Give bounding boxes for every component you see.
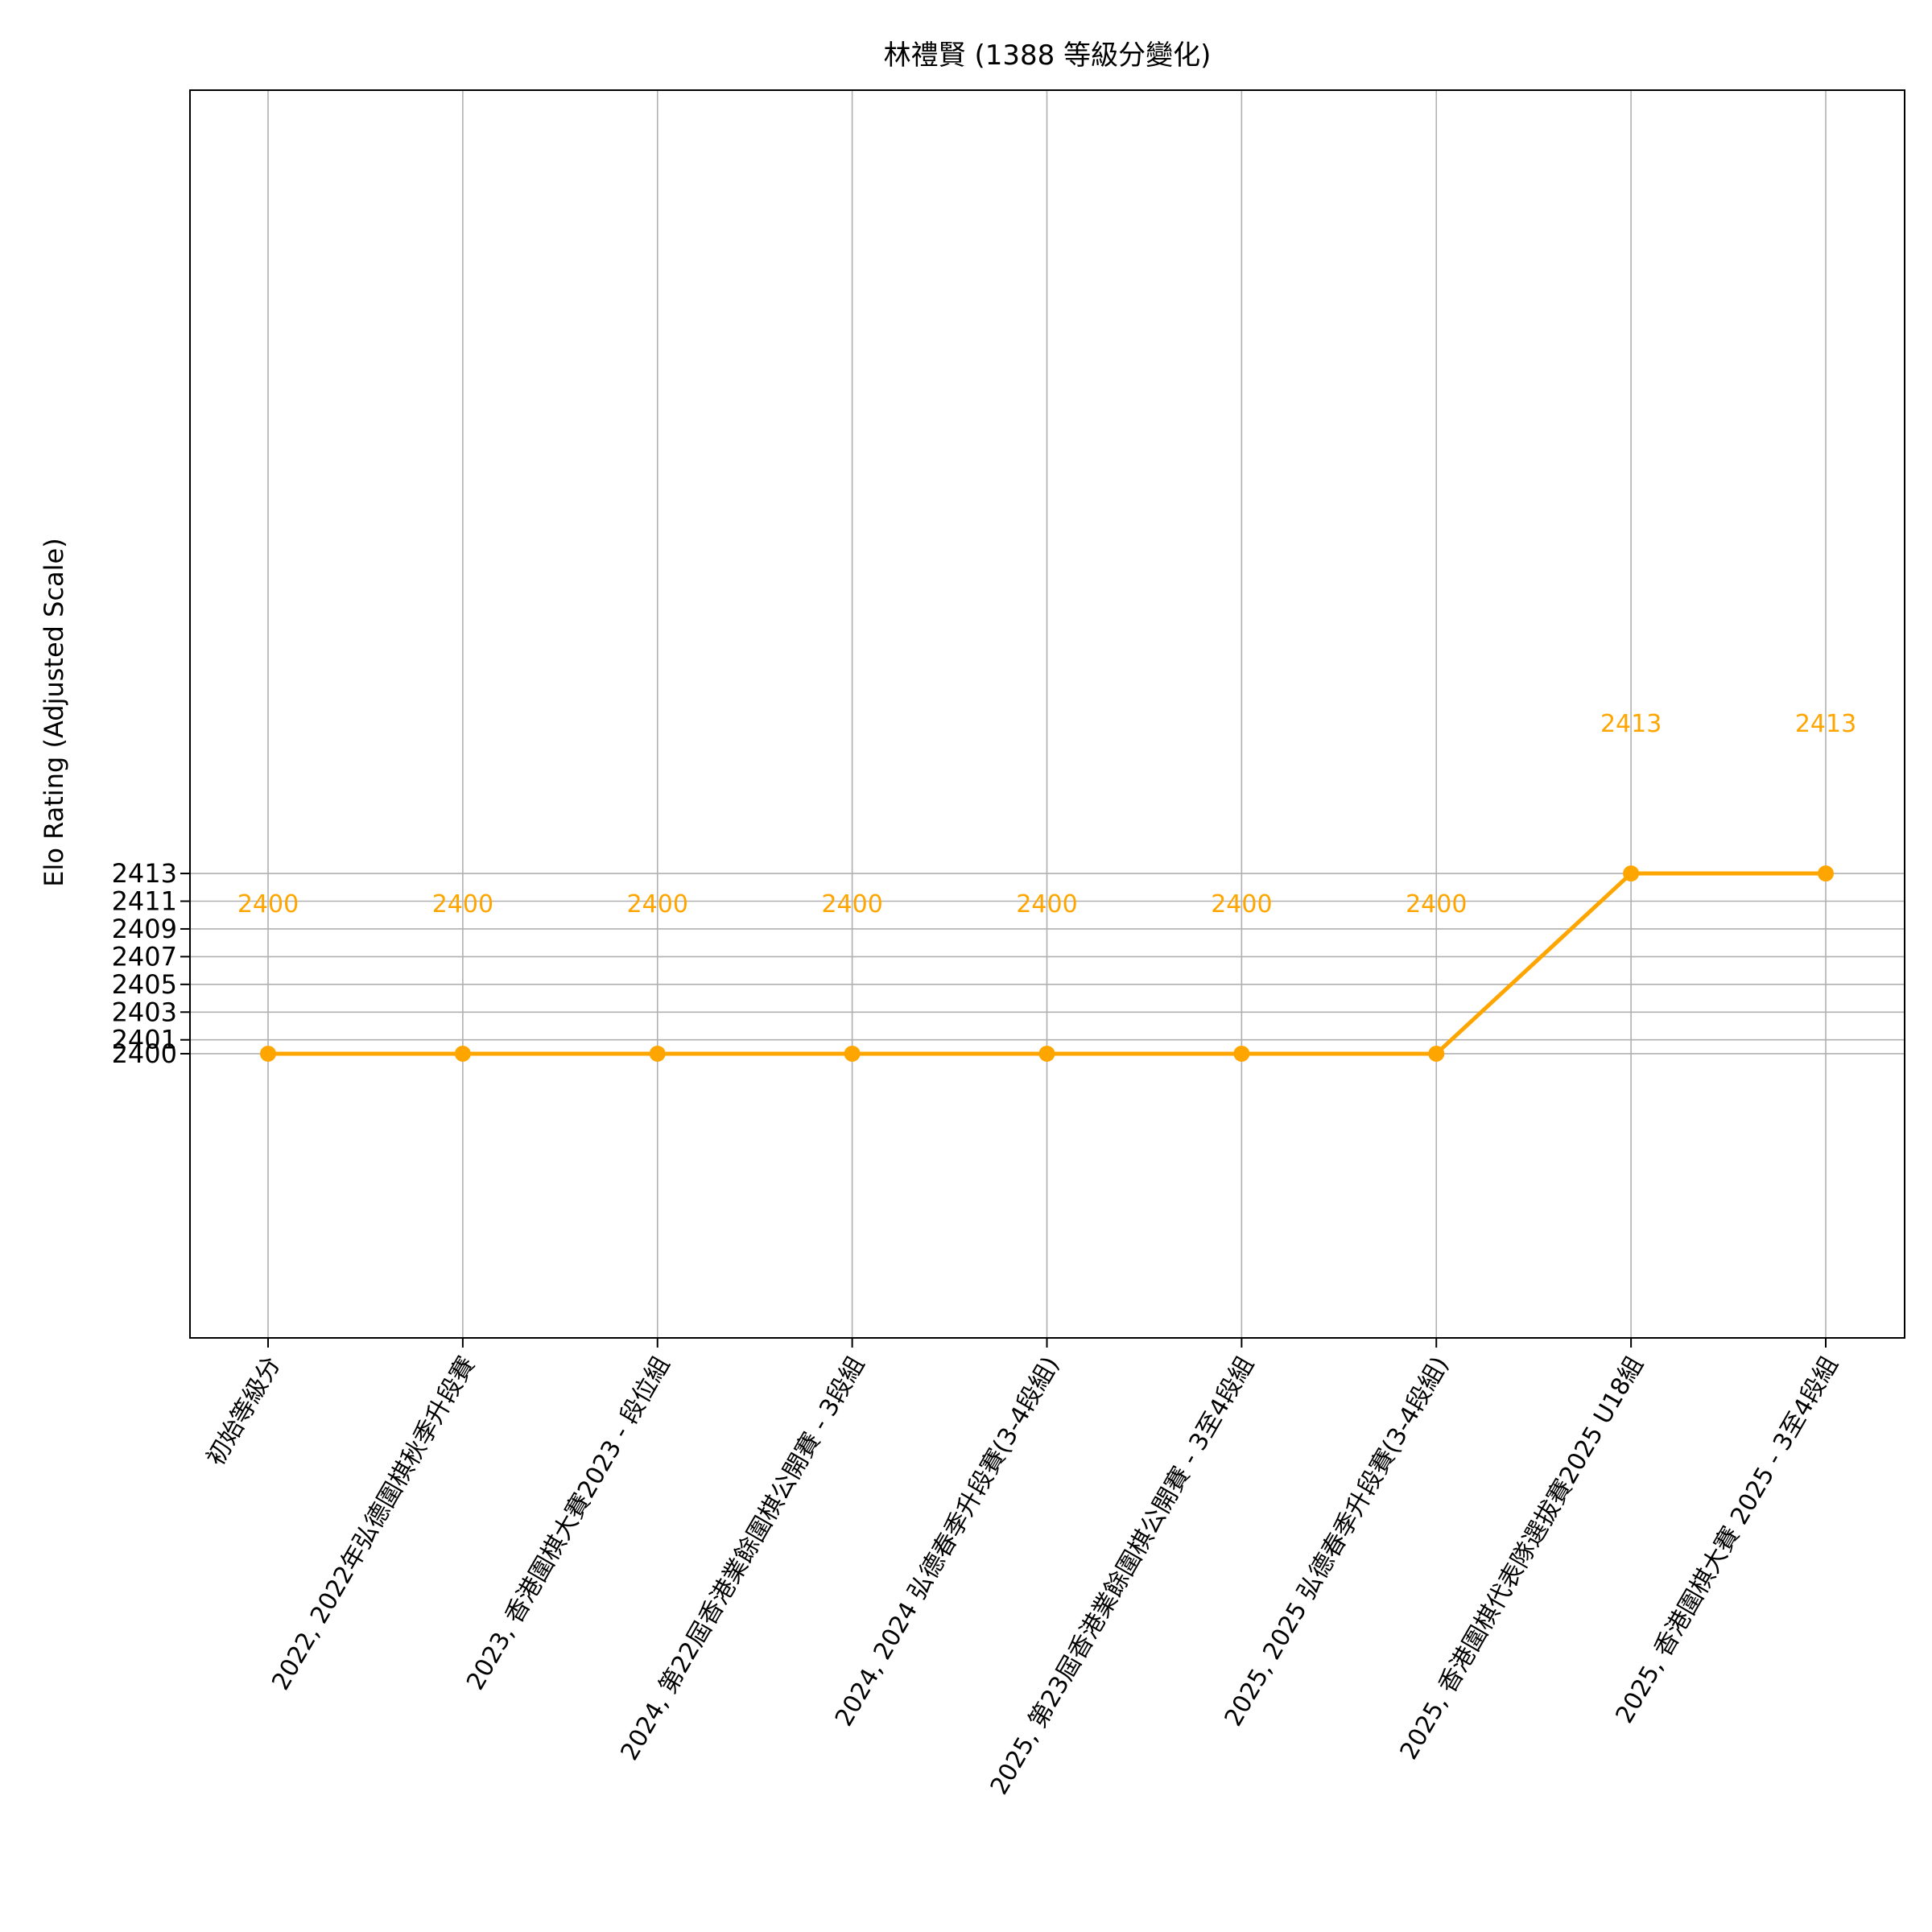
data-point <box>844 1045 861 1062</box>
x-tick-label: 2024, 2024 弘德春季升段賽(3-4段組) <box>830 1352 1065 1732</box>
x-tick-label: 2024, 第22屆香港業餘圍棋公開賽 - 3段組 <box>616 1352 871 1765</box>
data-point <box>260 1045 276 1062</box>
data-point <box>1233 1045 1250 1062</box>
data-point <box>1818 865 1834 882</box>
plot-area-frame <box>189 89 1905 1339</box>
y-tick-label: 2403 <box>112 997 177 1027</box>
y-tick-label: 2409 <box>112 914 177 944</box>
data-point <box>454 1045 471 1062</box>
data-label: 2400 <box>1211 890 1272 919</box>
x-tick-label: 2025, 2025 弘德春季升段賽(3-4段組) <box>1220 1352 1455 1732</box>
data-label: 2400 <box>627 890 688 919</box>
y-axis-label: Elo Rating (Adjusted Scale) <box>39 538 69 886</box>
y-tick-label: 2401 <box>112 1025 177 1055</box>
data-point <box>1428 1045 1445 1062</box>
data-label: 2413 <box>1600 710 1662 738</box>
data-label: 2400 <box>1016 890 1077 919</box>
data-label: 2400 <box>1406 890 1467 919</box>
data-label: 2400 <box>237 890 299 919</box>
y-tick-label: 2413 <box>112 858 177 889</box>
data-point <box>649 1045 666 1062</box>
y-tick-label: 2407 <box>112 941 177 972</box>
data-point <box>1623 865 1640 882</box>
data-label: 2400 <box>432 890 493 919</box>
x-tick-label: 2025, 香港圍棋代表隊選拔賽2025 U18組 <box>1395 1352 1649 1765</box>
x-tick-label: 2025, 香港圍棋大賽 2025 - 3至4段組 <box>1611 1352 1844 1728</box>
x-tick-label: 2022, 2022年弘德圍棋秋季升段賽 <box>266 1352 481 1695</box>
y-tick-label: 2400 <box>112 1038 177 1069</box>
data-point <box>1038 1045 1055 1062</box>
x-tick-label: 2023, 香港圍棋大賽2023 - 段位組 <box>461 1352 675 1695</box>
y-tick-label: 2411 <box>112 886 177 917</box>
x-tick-label: 初始等級分 <box>201 1352 286 1471</box>
chart-title: 林禮賢 (1388 等級分變化) <box>884 39 1212 72</box>
data-label: 2400 <box>821 890 882 919</box>
data-label: 2413 <box>1795 710 1856 738</box>
data-labels: 2400 2400 2400 2400 2400 2400 2400 2413 2413 <box>237 710 1856 919</box>
series-rating <box>260 865 1834 1062</box>
y-tick-label: 2405 <box>112 969 177 1000</box>
gridlines <box>190 90 1905 1338</box>
